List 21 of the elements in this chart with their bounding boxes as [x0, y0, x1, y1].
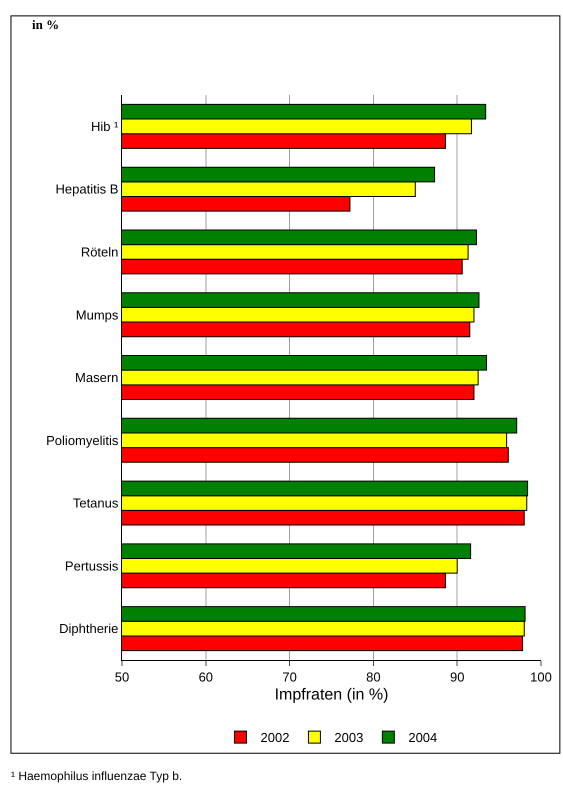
legend-label: 2004 [408, 730, 438, 746]
y-tick-label: Pertussis [64, 558, 119, 574]
text: ¹ Haemophilus influenzae Typ b. [11, 769, 182, 783]
x-tick-label: 90 [450, 670, 464, 685]
x-axis-title: Impfraten (in %) [274, 686, 388, 704]
y-tick-label: Masern [75, 370, 118, 386]
x-tick-label: 50 [114, 670, 130, 685]
legend-label: 2003 [334, 730, 364, 746]
y-tick-label: Hepatitis B [56, 182, 118, 197]
y-tick-label: Hib ¹ [90, 118, 120, 134]
y-tick-label: Tetanus [72, 496, 119, 511]
y-tick-label: Poliomyelitis [46, 432, 119, 448]
x-tick-label: 80 [366, 670, 381, 685]
y-tick-label: Mumps [76, 307, 119, 322]
x-tick-label: 60 [198, 670, 214, 685]
y-tick-label: Röteln [80, 244, 118, 260]
legend-label: 2002 [260, 730, 290, 746]
x-tick-label: 70 [282, 670, 297, 685]
x-tick-label: 100 [530, 670, 552, 685]
y-tick-label: Diphtherie [59, 621, 118, 636]
chart-title: in % [32, 17, 60, 32]
